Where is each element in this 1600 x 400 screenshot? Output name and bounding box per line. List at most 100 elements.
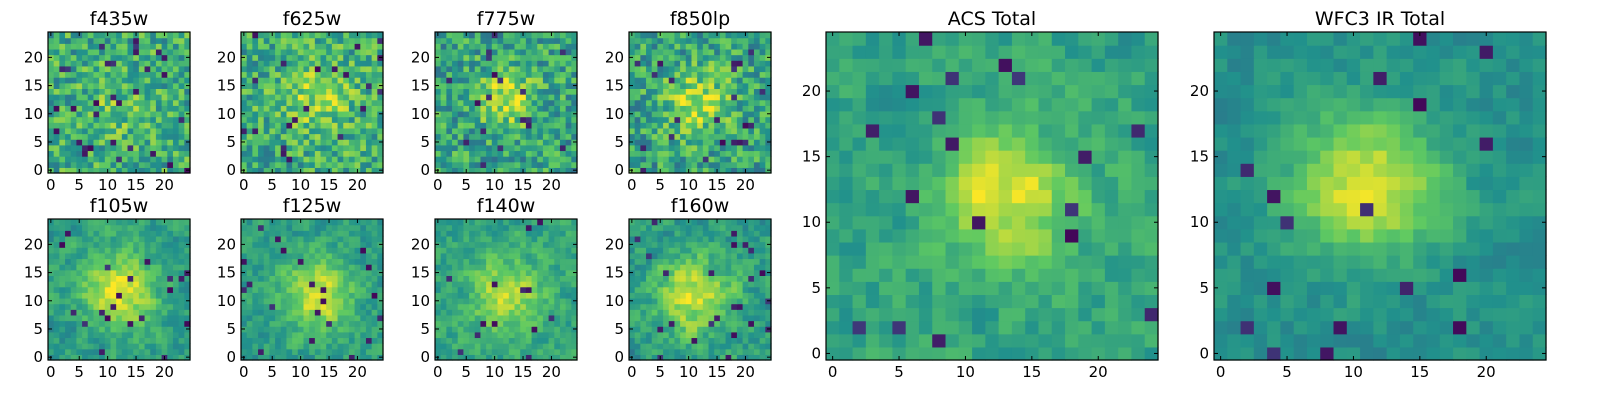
heatmap-cell [514,37,521,44]
heatmap-cell [714,110,721,118]
heatmap-cell [87,297,95,305]
heatmap-cell [337,241,344,248]
heatmap-cell [463,65,470,73]
heatmap-cell [474,105,482,112]
heatmap-cell [275,326,282,333]
heatmap-cell [326,139,333,146]
heatmap-cell [167,286,174,293]
heatmap-cell [258,105,265,112]
heatmap-cell [748,314,755,322]
heatmap-cell [503,88,510,95]
x-tick-label: 15 [319,363,338,381]
heatmap-cell [629,292,636,299]
heatmap-cell [258,297,265,305]
heatmap-cell [286,88,293,95]
heatmap-cell [167,65,174,73]
heatmap-cell [121,150,129,157]
heatmap-cell [144,354,151,361]
heatmap-cell [731,337,738,344]
heatmap-cell [93,88,100,95]
heatmap-cell [275,331,282,339]
heatmap-cell [121,48,129,56]
heatmap-cell [435,133,442,140]
heatmap-cell [326,264,333,271]
heatmap-cell [275,110,282,118]
heatmap-cell [116,144,123,152]
heatmap-cell [252,252,259,260]
heatmap-cell [640,303,647,310]
heatmap-cell [525,167,533,174]
heatmap-cell [680,65,687,73]
heatmap-cell [719,320,727,327]
heatmap-cell [246,150,253,157]
heatmap-cell [691,337,698,344]
heatmap-cell [138,60,146,67]
heatmap-cell [674,139,681,146]
heatmap-cell [286,309,293,316]
heatmap-cell [531,105,538,112]
heatmap-cell [110,235,117,243]
heatmap-cell [133,150,140,157]
heatmap-cell [668,60,676,67]
heatmap-cell [714,331,721,339]
heatmap-cell [634,110,641,118]
heatmap-cell [127,60,134,67]
heatmap-cell [48,320,55,327]
heatmap-cell [337,88,344,95]
heatmap-cell [435,127,442,135]
heatmap-cell [269,60,276,67]
heatmap-cell [640,314,647,322]
heatmap-cell [680,275,687,282]
heatmap-cell [93,343,100,350]
heatmap-cell [286,54,293,61]
heatmap-cell [172,337,180,344]
heatmap-cell [657,37,664,44]
heatmap-cell [337,264,344,271]
heatmap-cell [685,60,693,67]
heatmap-cell [116,65,123,73]
heatmap-cell [435,122,442,129]
heatmap-cell [286,60,293,67]
heatmap-cell [753,48,761,56]
heatmap-cell [753,122,761,129]
heatmap-cell [70,144,77,152]
heatmap-cell [514,60,521,67]
heatmap-cell [571,320,578,327]
heatmap-cell [765,343,772,350]
heatmap-cell [178,60,185,67]
heatmap-cell [457,77,464,84]
heatmap-cell [531,241,538,248]
heatmap-cell [469,309,476,316]
heatmap-cell [48,286,55,293]
heatmap-cell [446,88,453,95]
heatmap-cell [48,224,55,231]
heatmap-cell [674,331,681,339]
heatmap-cell [155,224,163,231]
heatmap-cell [759,71,766,78]
heatmap-cell [680,348,687,355]
heatmap-cell [337,343,344,350]
heatmap-cell [167,139,174,146]
heatmap-cell [571,235,578,243]
y-tick-label: 15 [217,77,236,95]
heatmap-cell [87,292,95,299]
heatmap-cell [263,235,270,243]
heatmap-cell [446,94,453,101]
heatmap-cell [104,116,112,123]
heatmap-cell [469,161,476,168]
heatmap-cell [303,37,310,44]
heatmap-cell [87,230,95,237]
heatmap-cell [520,326,527,333]
heatmap-cell [286,219,293,226]
heatmap-cell [263,281,270,288]
heatmap-cell [292,139,299,146]
heatmap-cell [269,241,276,248]
heatmap-cell [309,150,316,157]
heatmap-cell [651,156,658,163]
heatmap-cell [150,43,157,50]
heatmap-cell [269,331,276,339]
heatmap-cell [719,133,727,140]
x-tick-label: 15 [513,363,532,381]
heatmap-cell [150,235,157,243]
heatmap-cell [337,354,344,361]
